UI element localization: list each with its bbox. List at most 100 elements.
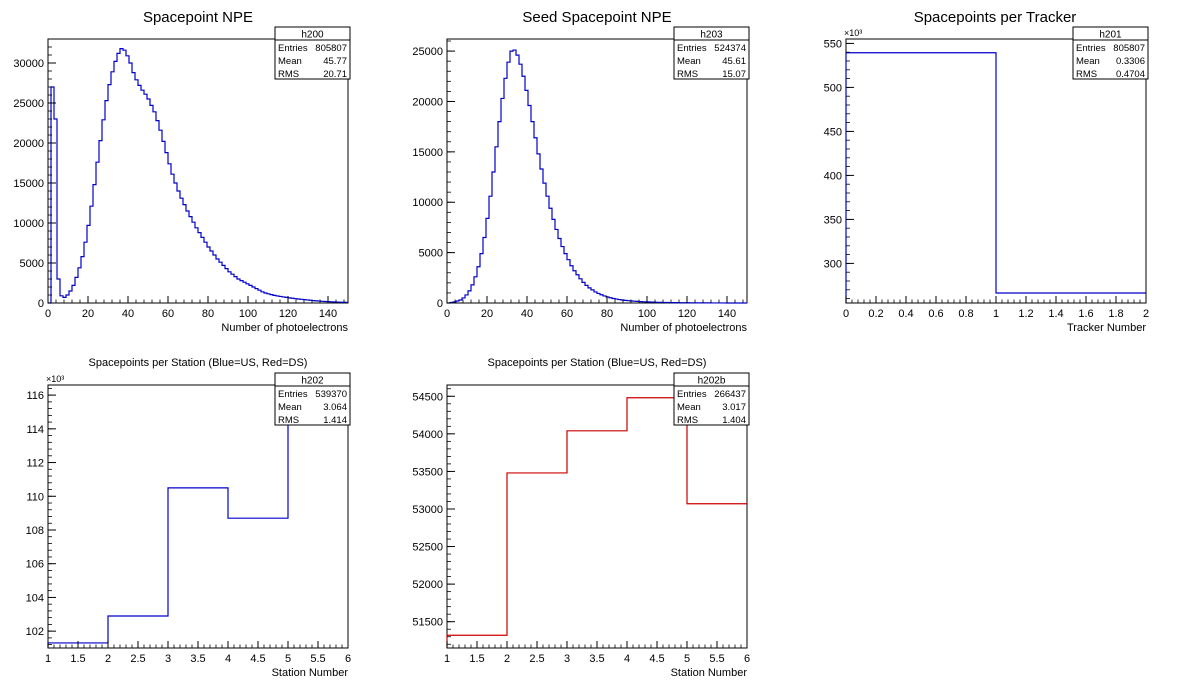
y-tick-label: 0 (38, 298, 44, 310)
stats-box (274, 372, 351, 426)
stats-value: 539370 (315, 389, 347, 400)
stats-name: h202b (698, 376, 726, 387)
histogram-line (447, 49, 747, 304)
x-tick-label: 140 (319, 308, 337, 320)
x-tick-label: 4 (225, 653, 231, 665)
x-tick-label: 20 (82, 308, 94, 320)
y-axis-multiplier: ×10³ (46, 374, 64, 384)
y-tick-label: 25000 (13, 98, 44, 110)
stats-value: 0.3306 (1116, 56, 1145, 67)
stats-value: 1.404 (722, 415, 746, 426)
x-tick-label: 1 (45, 653, 51, 665)
x-tick-label: 5 (285, 653, 291, 665)
stats-value: 3.064 (323, 402, 347, 413)
x-axis-title: Tracker Number (1067, 322, 1146, 334)
x-tick-label: 3 (564, 653, 570, 665)
y-tick-label: 0 (437, 298, 443, 310)
stats-key: Mean (278, 402, 302, 413)
x-tick-label: 120 (279, 308, 297, 320)
x-tick-label: 3 (165, 653, 171, 665)
plot-frame (47, 38, 349, 304)
stats-value: 1.414 (323, 415, 347, 426)
y-tick-label: 112 (26, 458, 44, 470)
x-tick-label: 5 (684, 653, 690, 665)
x-axis-title: Station Number (671, 667, 748, 679)
x-tick-label: 2.5 (529, 653, 544, 665)
x-tick-label: 3.5 (190, 653, 205, 665)
x-tick-label: 0 (45, 308, 51, 320)
histogram-pad-h200: Spacepoint NPE 0 20 40 60 80 100 120 140 0 5000 100… (13, 9, 351, 334)
stats-value: 20.71 (323, 69, 347, 80)
y-tick-label: 550 (824, 38, 842, 50)
y-axis-multiplier: ×10³ (844, 28, 862, 38)
stats-box (673, 26, 750, 80)
chart-title: Spacepoints per Station (Blue=US, Red=DS… (89, 357, 308, 369)
stats-value: 805807 (1113, 43, 1145, 54)
chart-title: Spacepoint NPE (143, 9, 253, 26)
x-tick-label: 120 (678, 308, 696, 320)
stats-key: Mean (278, 56, 302, 67)
stats-name: h200 (301, 30, 324, 41)
y-tick-label: 500 (824, 82, 842, 94)
y-tick-label: 10000 (13, 218, 44, 230)
x-tick-label: 1.6 (1078, 308, 1093, 320)
y-tick-label: 108 (26, 525, 44, 537)
x-tick-label: 0 (444, 308, 450, 320)
y-tick-label: 25000 (412, 46, 443, 58)
x-tick-label: 0.4 (898, 308, 913, 320)
x-tick-label: 3.5 (589, 653, 604, 665)
y-tick-label: 53500 (412, 466, 443, 478)
stats-key: Entries (677, 389, 707, 400)
histogram-pad-h202: Spacepoints per Station (Blue=US, Red=DS… (26, 357, 351, 679)
histogram-line (48, 48, 348, 304)
x-tick-label: 5.5 (310, 653, 325, 665)
y-tick-label: 104 (26, 592, 44, 604)
x-axis-title: Station Number (272, 667, 349, 679)
stats-value: 45.77 (323, 56, 347, 67)
stats-name: h201 (1099, 30, 1122, 41)
stats-key: Mean (677, 56, 701, 67)
x-tick-label: 4.5 (250, 653, 265, 665)
y-tick-label: 5000 (20, 258, 44, 270)
stats-value: 805807 (315, 43, 347, 54)
y-tick-label: 116 (26, 390, 44, 402)
y-tick-label: 54500 (412, 391, 443, 403)
y-tick-label: 114 (26, 424, 44, 436)
x-tick-label: 2 (504, 653, 510, 665)
y-tick-label: 52000 (412, 579, 443, 591)
stats-value: 266437 (714, 389, 746, 400)
x-tick-label: 6 (744, 653, 750, 665)
x-tick-label: 0.2 (868, 308, 883, 320)
stats-key: Entries (677, 43, 707, 54)
x-tick-label: 100 (239, 308, 257, 320)
stats-value: 45.61 (722, 56, 746, 67)
x-tick-label: 2.5 (130, 653, 145, 665)
plot-frame (446, 38, 748, 304)
x-axis-title: Number of photoelectrons (221, 322, 348, 334)
x-tick-label: 1.4 (1048, 308, 1063, 320)
stats-name: h202 (301, 376, 324, 387)
x-tick-label: 4.5 (649, 653, 664, 665)
stats-key: Entries (1076, 43, 1106, 54)
x-tick-label: 6 (345, 653, 351, 665)
stats-value: 3.017 (722, 402, 746, 413)
x-tick-label: 40 (521, 308, 533, 320)
x-axis-title: Number of photoelectrons (620, 322, 747, 334)
x-tick-label: 60 (162, 308, 174, 320)
x-tick-label: 1.5 (70, 653, 85, 665)
stats-box (274, 26, 351, 80)
chart-title: Seed Spacepoint NPE (522, 9, 671, 26)
x-tick-label: 60 (561, 308, 573, 320)
x-tick-label: 1.5 (469, 653, 484, 665)
x-tick-label: 100 (638, 308, 656, 320)
x-tick-label: 40 (122, 308, 134, 320)
y-tick-label: 350 (824, 214, 842, 226)
y-tick-label: 300 (824, 258, 842, 270)
y-tick-label: 53000 (412, 504, 443, 516)
y-tick-label: 102 (26, 626, 44, 638)
stats-key: Mean (1076, 56, 1100, 67)
y-tick-label: 450 (824, 126, 842, 138)
stats-value: 0.4704 (1116, 69, 1145, 80)
x-tick-label: 1.8 (1108, 308, 1123, 320)
